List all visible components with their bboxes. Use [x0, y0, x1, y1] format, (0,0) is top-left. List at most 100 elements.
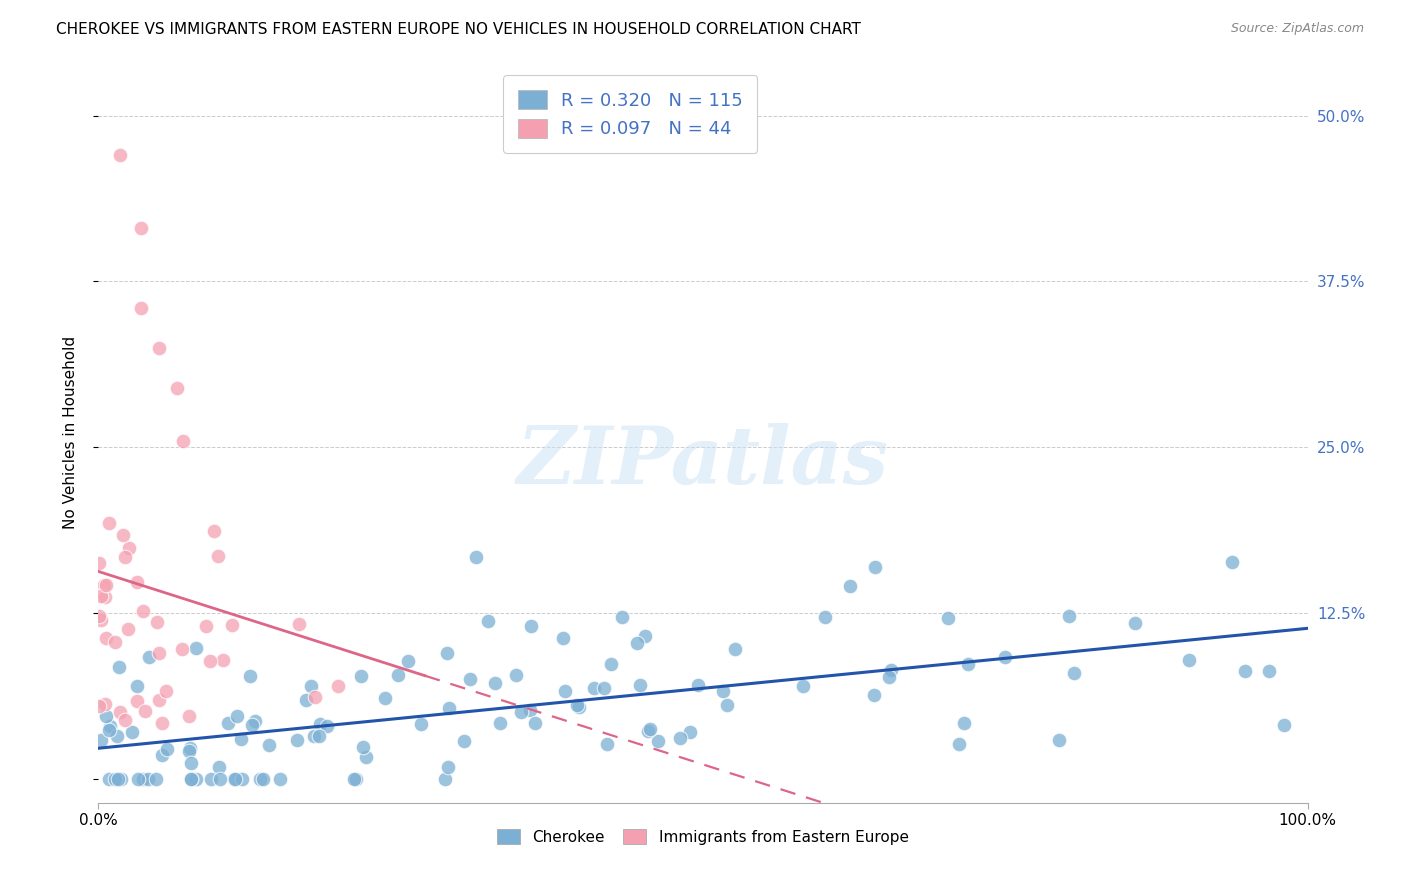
Point	[354, 750, 377, 764]
Point	[464, 549, 486, 564]
Point	[132, 604, 155, 618]
Point	[554, 684, 576, 698]
Point	[523, 716, 546, 731]
Point	[387, 668, 409, 682]
Point	[134, 705, 156, 719]
Point	[252, 772, 274, 786]
Point	[98, 772, 121, 786]
Point	[179, 741, 201, 756]
Point	[396, 654, 419, 668]
Point	[107, 772, 129, 786]
Point	[97, 516, 120, 530]
Point	[150, 748, 173, 763]
Point	[121, 725, 143, 739]
Point	[148, 693, 170, 707]
Point	[177, 708, 200, 723]
Point	[434, 772, 457, 786]
Point	[257, 738, 280, 752]
Point	[304, 690, 326, 705]
Point	[180, 772, 202, 786]
Point	[127, 772, 149, 786]
Point	[87, 609, 110, 624]
Point	[453, 734, 475, 748]
Text: CHEROKEE VS IMMIGRANTS FROM EASTERN EUROPE NO VEHICLES IN HOUSEHOLD CORRELATION : CHEROKEE VS IMMIGRANTS FROM EASTERN EURO…	[56, 22, 860, 37]
Point	[94, 590, 117, 604]
Point	[1272, 718, 1295, 732]
Point	[600, 657, 623, 671]
Point	[172, 434, 194, 448]
Point	[344, 772, 367, 786]
Point	[118, 541, 141, 556]
Point	[107, 660, 129, 674]
Point	[374, 691, 396, 706]
Point	[110, 705, 132, 719]
Point	[551, 631, 574, 645]
Point	[716, 698, 738, 713]
Point	[98, 723, 121, 737]
Point	[93, 577, 115, 591]
Point	[249, 772, 271, 786]
Point	[110, 772, 132, 786]
Point	[952, 716, 974, 731]
Point	[217, 715, 239, 730]
Point	[863, 688, 886, 702]
Point	[90, 733, 112, 747]
Point	[221, 617, 243, 632]
Point	[285, 732, 308, 747]
Point	[1063, 666, 1085, 681]
Point	[814, 609, 837, 624]
Point	[638, 722, 661, 736]
Point	[105, 729, 128, 743]
Text: Source: ZipAtlas.com: Source: ZipAtlas.com	[1230, 22, 1364, 36]
Point	[634, 629, 657, 643]
Point	[936, 611, 959, 625]
Point	[94, 698, 117, 712]
Point	[114, 550, 136, 565]
Point	[637, 724, 659, 739]
Point	[342, 772, 364, 786]
Point	[179, 744, 201, 758]
Point	[208, 760, 231, 774]
Point	[114, 713, 136, 727]
Point	[436, 759, 458, 773]
Point	[582, 681, 605, 696]
Point	[108, 148, 131, 162]
Point	[612, 609, 634, 624]
Point	[879, 663, 901, 677]
Point	[87, 698, 110, 713]
Point	[1257, 664, 1279, 678]
Point	[879, 670, 901, 684]
Point	[679, 724, 702, 739]
Point	[195, 618, 218, 632]
Point	[229, 732, 252, 747]
Point	[510, 705, 533, 719]
Point	[520, 619, 543, 633]
Point	[125, 679, 148, 693]
Point	[170, 641, 193, 656]
Point	[326, 679, 349, 693]
Point	[948, 737, 970, 751]
Point	[994, 650, 1017, 665]
Point	[155, 684, 177, 698]
Point	[200, 654, 222, 668]
Point	[129, 301, 152, 315]
Legend: Cherokee, Immigrants from Eastern Europe: Cherokee, Immigrants from Eastern Europe	[491, 822, 915, 851]
Point	[1057, 609, 1080, 624]
Point	[208, 772, 231, 786]
Point	[127, 574, 149, 589]
Point	[146, 615, 169, 629]
Point	[436, 646, 458, 660]
Point	[1233, 664, 1256, 678]
Point	[724, 642, 747, 657]
Point	[269, 772, 291, 786]
Point	[295, 693, 318, 707]
Point	[96, 578, 118, 592]
Point	[350, 669, 373, 683]
Point	[1049, 732, 1071, 747]
Point	[166, 380, 188, 394]
Point	[94, 709, 117, 723]
Point	[308, 729, 330, 743]
Point	[222, 772, 245, 786]
Point	[792, 679, 814, 693]
Point	[288, 617, 311, 632]
